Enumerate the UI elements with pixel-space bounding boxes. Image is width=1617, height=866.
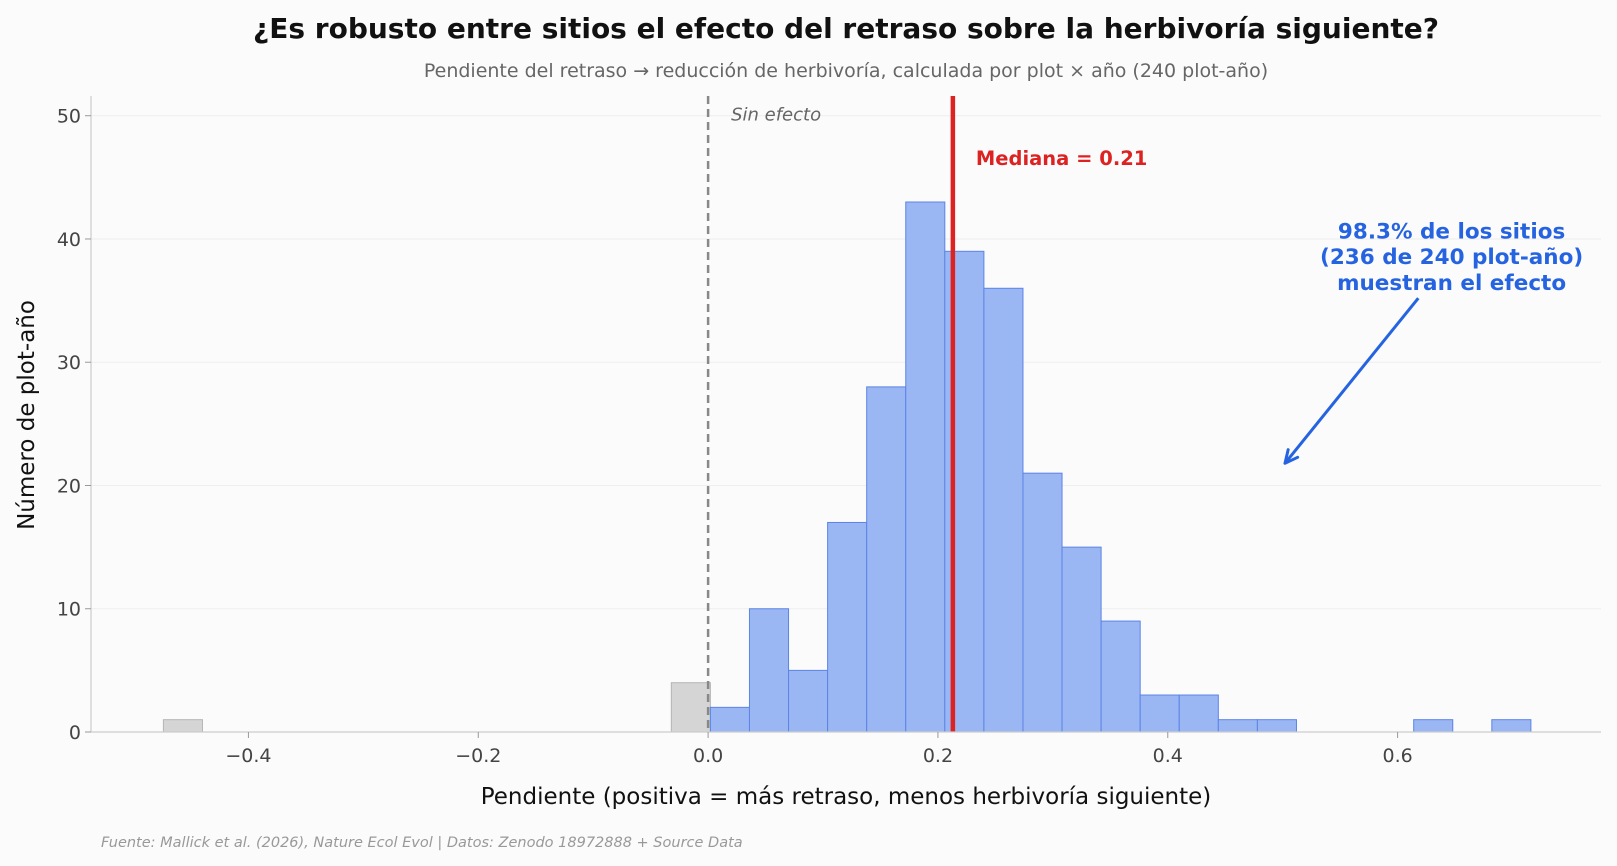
histogram-bar	[709, 706, 750, 733]
y-tick-label: 10	[57, 599, 81, 621]
y-tick-label: 40	[57, 229, 81, 251]
zero-line-label: Sin efecto	[731, 105, 821, 126]
x-tick-label: −0.4	[225, 745, 271, 767]
axes	[90, 96, 1601, 733]
histogram-bar	[1491, 719, 1532, 733]
x-tick-label: 0.2	[923, 745, 953, 767]
histogram-bar	[748, 608, 790, 733]
y-tick-label: 20	[57, 475, 81, 497]
histogram-bar	[1178, 694, 1219, 733]
median-label: Mediana = 0.21	[976, 147, 1148, 170]
annotation-line-1: 98.3% de los sitios	[1338, 219, 1565, 244]
y-axis-title: Número de plot-año	[14, 300, 40, 530]
x-tick-label: −0.2	[455, 745, 501, 767]
y-tick-label: 50	[57, 106, 81, 128]
y-tick-label: 0	[69, 722, 81, 744]
histogram-bar	[1139, 694, 1180, 733]
x-axis-ticks: −0.4 −0.2 0.0 0.2 0.4 0.6	[225, 732, 1413, 767]
gridlines	[91, 115, 1601, 610]
histogram-bar	[1100, 620, 1141, 733]
histogram-bar	[1256, 719, 1297, 733]
histogram-bars	[162, 201, 1532, 733]
x-tick-label: 0.6	[1382, 745, 1412, 767]
histogram-bar	[1022, 472, 1063, 733]
x-tick-label: 0.4	[1153, 745, 1183, 767]
histogram-bar	[1061, 546, 1102, 733]
histogram-bar	[983, 287, 1024, 733]
histogram-bar	[1217, 719, 1258, 733]
annotation-arrowhead	[1283, 448, 1300, 465]
annotation-line-2: (236 de 240 plot-año)	[1320, 245, 1583, 270]
chart-title: ¿Es robusto entre sitios el efecto del r…	[253, 12, 1439, 45]
chart-subtitle: Pendiente del retraso → reducción de her…	[424, 60, 1268, 82]
histogram-bar	[827, 521, 868, 733]
histogram-bar	[670, 682, 711, 733]
histogram-bar	[162, 719, 203, 733]
annotation-arrow	[1283, 297, 1420, 465]
histogram-bar	[866, 386, 907, 733]
percentage-annotation: 98.3% de los sitios (236 de 240 plot-año…	[1283, 219, 1583, 465]
x-axis-title: Pendiente (positiva = más retraso, menos…	[481, 784, 1212, 810]
source-note: Fuente: Mallick et al. (2026), Nature Ec…	[101, 835, 743, 851]
reference-lines	[706, 96, 956, 732]
x-tick-label: 0.0	[693, 745, 723, 767]
histogram-bar	[1413, 719, 1454, 733]
y-tick-label: 30	[57, 352, 81, 374]
histogram-bar	[905, 201, 946, 733]
y-axis-ticks: 0 10 20 30 40 50	[57, 106, 91, 744]
annotation-line-3: muestran el efecto	[1337, 271, 1566, 296]
histogram-bar	[788, 669, 829, 733]
